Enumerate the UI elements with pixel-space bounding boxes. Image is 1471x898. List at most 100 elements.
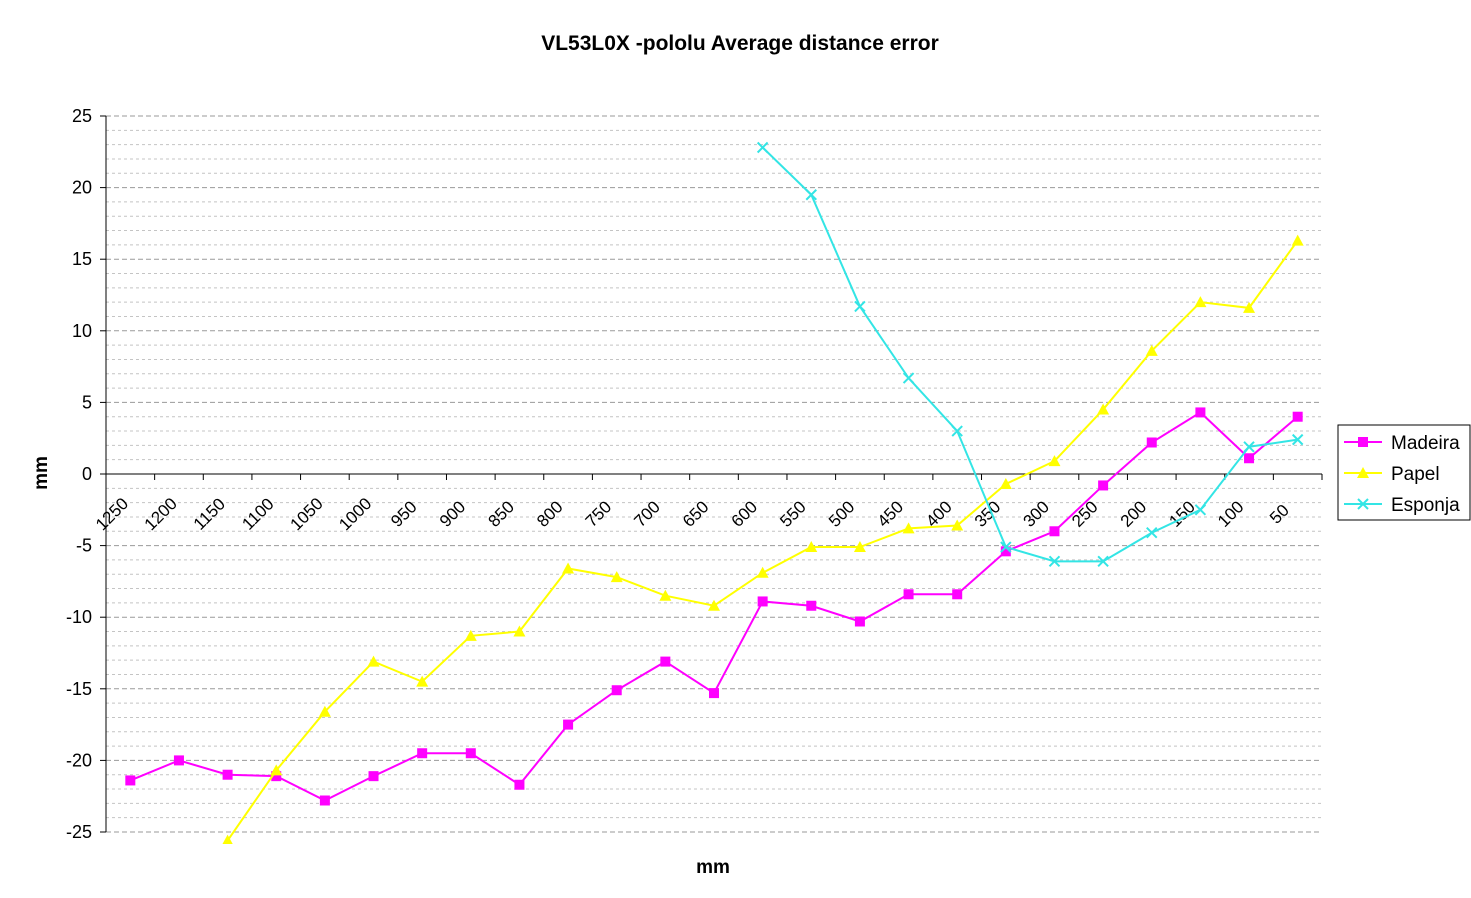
x-tick-label: 450: [874, 497, 907, 530]
legend-marker-esponja: [1357, 498, 1369, 510]
legend-marker-papel: [1357, 467, 1369, 478]
data-point-papel: [270, 764, 283, 776]
data-point-esponja: [1000, 541, 1012, 553]
data-point-esponja: [1097, 555, 1109, 568]
series-madeira: [125, 407, 1303, 806]
data-point-madeira: [173, 755, 184, 766]
data-point-madeira: [1292, 411, 1303, 422]
data-point-madeira: [1146, 437, 1157, 448]
legend-label-esponja: Esponja: [1391, 495, 1460, 516]
data-point-madeira: [417, 748, 428, 759]
data-point-esponja: [756, 141, 769, 154]
data-point-papel: [464, 629, 477, 641]
data-point-madeira: [319, 795, 330, 806]
data-point-papel: [318, 705, 331, 717]
data-point-esponja: [951, 425, 963, 437]
chart-title: VL53L0X -pololu Average distance error: [541, 32, 939, 55]
data-point-papel: [1194, 296, 1207, 308]
gridlines: [106, 115, 1322, 833]
data-point-esponja: [805, 189, 817, 201]
data-point-papel: [951, 519, 964, 531]
data-point-madeira: [611, 685, 622, 696]
data-point-madeira: [271, 771, 282, 782]
data-point-madeira: [1098, 480, 1109, 491]
x-tick-label: 1250: [92, 494, 132, 534]
data-point-papel: [853, 541, 866, 553]
data-point-madeira: [1049, 526, 1060, 537]
data-point-papel: [659, 589, 672, 601]
data-point-esponja: [1291, 433, 1304, 446]
data-point-madeira: [806, 600, 817, 611]
data-point-madeira: [125, 775, 136, 786]
y-tick-label: -10: [66, 607, 92, 627]
x-tick-label: 500: [825, 497, 858, 530]
data-point-madeira: [757, 596, 768, 607]
series-esponja: [756, 141, 1304, 568]
data-point-papel: [1145, 344, 1158, 356]
x-tick-label: 1050: [287, 494, 327, 534]
data-point-papel: [999, 478, 1012, 490]
data-point-esponja: [1146, 527, 1158, 539]
data-point-papel: [610, 571, 623, 583]
data-point-papel: [367, 655, 380, 667]
data-point-papel: [416, 675, 429, 687]
legend-label-papel: Papel: [1391, 464, 1440, 485]
data-point-esponja: [1194, 504, 1207, 516]
data-point-madeira: [952, 589, 963, 600]
data-point-esponja: [902, 372, 915, 384]
data-point-papel: [562, 562, 575, 574]
data-point-papel: [1097, 403, 1110, 415]
legend-marker-madeira: [1358, 437, 1368, 447]
y-axis-title: mm: [31, 456, 52, 490]
x-tick-label: 950: [387, 497, 420, 530]
series-line-esponja: [761, 146, 1298, 563]
legend-label-madeira: Madeira: [1391, 433, 1460, 454]
data-point-papel: [1048, 455, 1061, 467]
y-tick-label: -5: [76, 536, 92, 556]
data-point-madeira: [222, 769, 233, 780]
x-axis-title: mm: [696, 857, 730, 878]
y-tick-label: -15: [66, 679, 92, 699]
data-point-madeira: [709, 688, 719, 699]
series-group: [125, 141, 1304, 844]
data-point-madeira: [563, 719, 574, 730]
data-point-esponja: [1048, 555, 1061, 568]
data-point-madeira: [465, 748, 476, 759]
data-point-papel: [902, 522, 915, 534]
data-point-papel: [756, 566, 769, 578]
x-tick-label: 1150: [190, 494, 229, 533]
x-tick-label: 1200: [141, 494, 181, 534]
data-point-papel: [1243, 301, 1256, 313]
x-tick-label: 1100: [238, 494, 277, 533]
y-tick-label: 25: [72, 106, 92, 126]
data-point-esponja: [1243, 441, 1255, 453]
y-tick-label: 20: [72, 178, 92, 198]
y-tick-label: 10: [72, 321, 92, 341]
data-point-madeira: [854, 616, 865, 627]
data-point-madeira: [660, 656, 671, 667]
data-point-madeira: [903, 589, 914, 600]
data-point-papel: [805, 541, 818, 553]
legend: Madeira Papel Esponja: [1337, 424, 1471, 521]
x-tick-label: 50: [1266, 501, 1293, 528]
series-papel: [222, 234, 1304, 844]
data-point-papel: [708, 599, 720, 611]
data-point-madeira: [1000, 546, 1011, 557]
x-tick-label: 900: [436, 497, 469, 530]
x-tick-label: 850: [484, 497, 517, 530]
data-point-madeira: [1195, 407, 1206, 418]
data-point-papel: [1291, 234, 1304, 246]
data-point-papel: [222, 834, 233, 844]
y-tick-label: 15: [72, 249, 92, 269]
data-point-esponja: [854, 300, 866, 313]
data-point-madeira: [514, 779, 525, 790]
data-point-madeira: [368, 771, 379, 782]
y-tick-label: 0: [82, 464, 92, 484]
y-tick-label: 5: [82, 392, 92, 412]
y-tick-label: -20: [66, 750, 92, 770]
data-point-madeira: [1244, 453, 1255, 464]
data-point-papel: [513, 625, 526, 637]
x-tick-label: 1000: [335, 494, 375, 534]
